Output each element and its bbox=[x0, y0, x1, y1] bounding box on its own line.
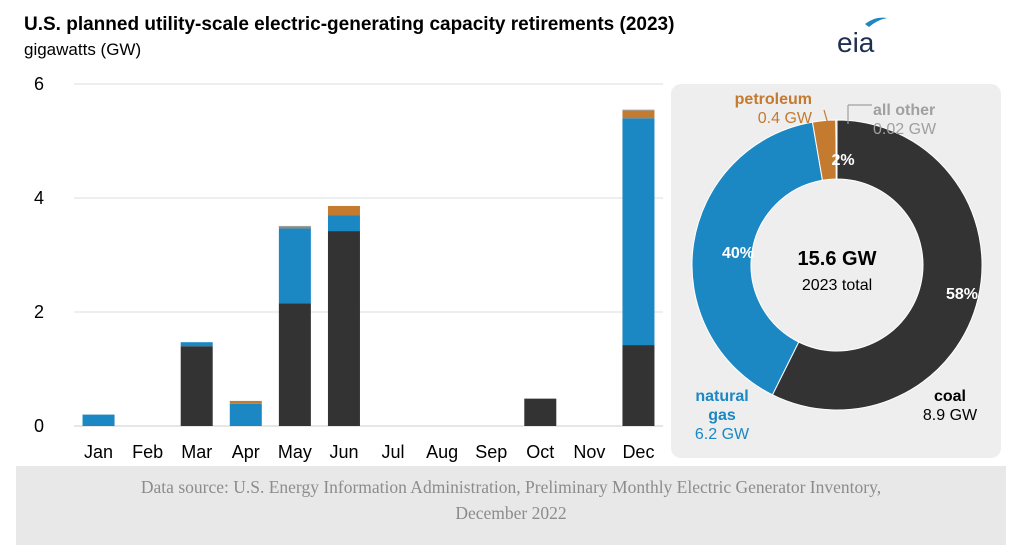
donut-value-label: 6.2 GW bbox=[695, 426, 750, 443]
bar-segment-natural-gas bbox=[82, 414, 115, 426]
donut-pct-label: 40% bbox=[722, 245, 754, 262]
donut-name-label: all other bbox=[873, 102, 935, 119]
data-source-note: Data source: U.S. Energy Information Adm… bbox=[16, 474, 1006, 526]
donut-name-label: natural bbox=[695, 388, 748, 405]
y-tick-label: 6 bbox=[34, 74, 44, 94]
x-tick-label: Aug bbox=[426, 442, 458, 462]
x-tick-label: Sep bbox=[475, 442, 507, 462]
source-line-2: December 2022 bbox=[455, 503, 567, 523]
bar-segment-coal bbox=[327, 231, 360, 426]
x-tick-label: Jul bbox=[382, 442, 405, 462]
eia-logo-icon: eia bbox=[837, 17, 887, 58]
donut-name-label: coal bbox=[934, 388, 966, 405]
bar-segment-coal bbox=[622, 345, 655, 426]
bar-segment-natural-gas bbox=[327, 215, 360, 232]
donut-value-label: 8.9 GW bbox=[923, 407, 978, 424]
donut-center-value: 15.6 GW bbox=[798, 248, 877, 270]
x-tick-label: May bbox=[278, 442, 312, 462]
x-tick-label: Jun bbox=[329, 442, 358, 462]
leader-line-petroleum bbox=[823, 109, 829, 125]
x-tick-label: Nov bbox=[573, 442, 605, 462]
bar-segment-coal bbox=[180, 346, 213, 426]
bar-segment-natural-gas bbox=[622, 118, 655, 346]
bar-segment-petroleum bbox=[327, 205, 360, 216]
donut-pct-label: 58% bbox=[946, 286, 978, 303]
donut-pct-label: 2% bbox=[831, 152, 854, 169]
y-tick-label: 4 bbox=[34, 188, 44, 208]
figure-frame: U.S. planned utility-scale electric-gene… bbox=[16, 0, 1006, 545]
bar-segment-natural-gas bbox=[278, 228, 311, 304]
chart-title: U.S. planned utility-scale electric-gene… bbox=[24, 14, 675, 35]
bar-segment-natural-gas bbox=[229, 403, 262, 426]
y-tick-label: 2 bbox=[34, 302, 44, 322]
x-tick-label: Dec bbox=[622, 442, 654, 462]
logo-text: eia bbox=[837, 27, 875, 58]
source-line-1: Data source: U.S. Energy Information Adm… bbox=[140, 477, 882, 497]
charts-svg: 0 2 4 6 Jan Feb Mar Apr May Jun Jul Aug Sep Oct Nov Dec… bbox=[34, 74, 1001, 462]
x-tick-label: Oct bbox=[526, 442, 554, 462]
x-tick-label: Feb bbox=[132, 442, 163, 462]
donut-slice-coal bbox=[771, 119, 983, 411]
bar-segment-coal bbox=[524, 398, 557, 426]
bar-segment-petroleum bbox=[278, 226, 311, 229]
x-tick-label: Apr bbox=[232, 442, 260, 462]
bar-segment-petroleum bbox=[229, 400, 262, 404]
logo-swoosh bbox=[865, 17, 887, 27]
x-tick-label: Mar bbox=[181, 442, 212, 462]
donut-name-label: gas bbox=[708, 407, 736, 424]
bar-segment-petroleum bbox=[622, 110, 655, 119]
y-tick-label: 0 bbox=[34, 416, 44, 436]
bar-segment-all-other bbox=[278, 225, 311, 227]
x-tick-label: Jan bbox=[84, 442, 113, 462]
bar-segment-coal bbox=[278, 303, 311, 426]
donut-value-label: 0.4 GW bbox=[758, 110, 813, 127]
donut-value-label: 0.02 GW bbox=[873, 121, 937, 138]
donut-slice-all-other bbox=[835, 119, 838, 180]
bar-segment-all-other bbox=[622, 109, 655, 111]
donut-center-label: 2023 total bbox=[802, 277, 872, 294]
donut-name-label: petroleum bbox=[735, 91, 812, 108]
donut-slice-natural-gas bbox=[691, 121, 824, 396]
chart-panel: U.S. planned utility-scale electric-gene… bbox=[16, 0, 1006, 466]
chart-subtitle: gigawatts (GW) bbox=[24, 40, 142, 59]
bar-segment-natural-gas bbox=[180, 342, 213, 347]
